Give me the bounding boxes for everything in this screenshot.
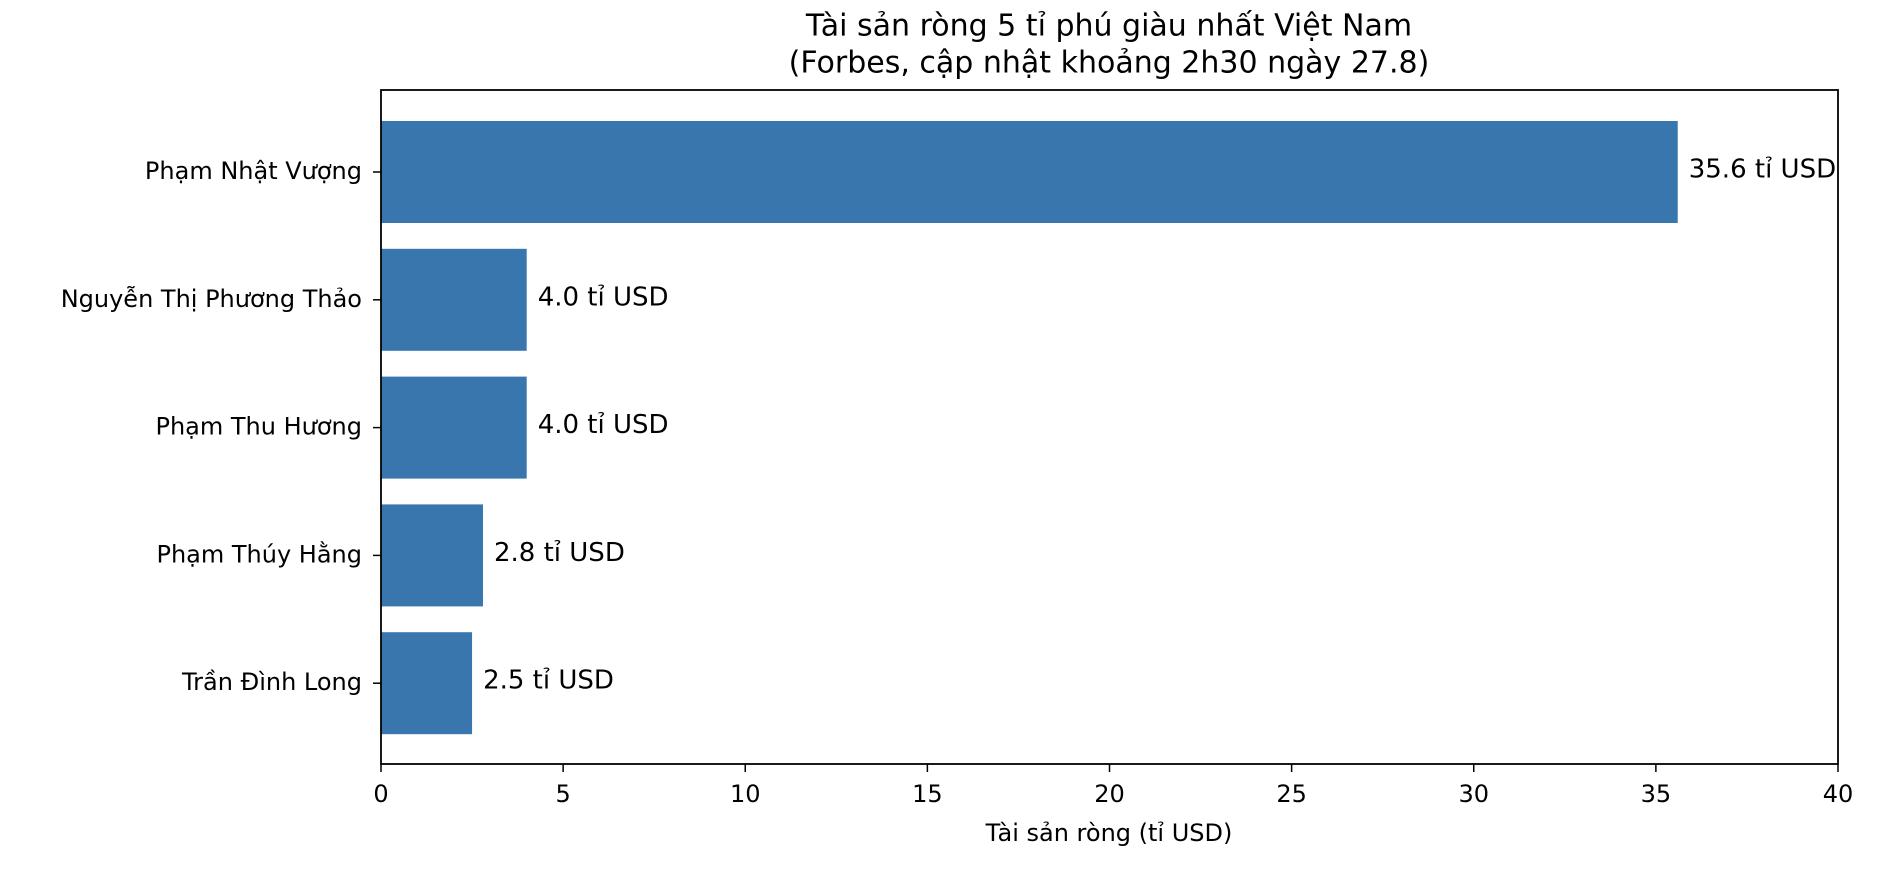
x-tick-label: 40	[1823, 780, 1854, 808]
y-tick-label: Nguyễn Thị Phương Thảo	[61, 284, 362, 313]
y-tick-label: Trần Đình Long	[181, 668, 362, 696]
x-tick-label: 30	[1458, 780, 1489, 808]
bar	[381, 632, 473, 735]
value-label: 2.5 tỉ USD	[483, 666, 614, 696]
value-label: 2.8 tỉ USD	[494, 538, 625, 568]
bar	[381, 248, 527, 351]
bar	[381, 376, 527, 479]
bar	[381, 121, 1678, 223]
value-label: 4.0 tỉ USD	[538, 282, 669, 312]
bar	[381, 504, 483, 607]
x-tick-label: 10	[730, 780, 761, 808]
x-tick-label: 35	[1641, 780, 1672, 808]
x-tick-label: 25	[1276, 780, 1307, 808]
value-label: 4.0 tỉ USD	[538, 410, 669, 440]
chart-title: Tài sản ròng 5 tỉ phú giàu nhất Việt Nam	[805, 9, 1412, 44]
value-label: 35.6 tỉ USD	[1689, 155, 1836, 185]
x-tick-label: 0	[373, 780, 388, 808]
y-tick-label: Phạm Nhật Vượng	[145, 157, 362, 185]
x-axis-label: Tài sản ròng (tỉ USD)	[985, 819, 1233, 847]
x-tick-label: 5	[555, 780, 570, 808]
plot-frame	[380, 89, 1839, 765]
x-tick-label: 15	[912, 780, 943, 808]
y-tick-label: Phạm Thúy Hằng	[156, 539, 362, 568]
x-tick-label: 20	[1094, 780, 1125, 808]
chart-subtitle: (Forbes, cập nhật khoảng 2h30 ngày 27.8)	[789, 46, 1430, 81]
y-tick-label: Phạm Thu Hương	[156, 413, 363, 441]
